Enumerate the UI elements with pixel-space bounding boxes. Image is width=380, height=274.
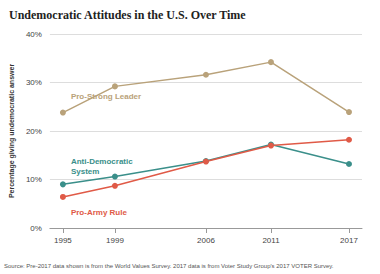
svg-text:30%: 30%	[26, 78, 42, 87]
svg-text:Percentage giving undemocratic: Percentage giving undemocratic answer	[8, 64, 16, 198]
svg-text:1995: 1995	[54, 236, 72, 245]
svg-text:Undemocratic Attitudes in the: Undemocratic Attitudes in the U.S. Over …	[9, 8, 246, 22]
svg-text:Pro-Strong Leader: Pro-Strong Leader	[71, 92, 141, 101]
svg-text:20%: 20%	[26, 127, 42, 136]
svg-text:2006: 2006	[197, 236, 215, 245]
svg-text:Source: Pre-2017 data shown is: Source: Pre-2017 data shown is from the …	[4, 263, 334, 269]
svg-text:Anti-Democratic: Anti-Democratic	[71, 157, 135, 166]
svg-text:10%: 10%	[26, 175, 42, 184]
svg-text:System: System	[71, 167, 99, 176]
svg-text:0%: 0%	[30, 224, 42, 233]
svg-text:2011: 2011	[262, 236, 280, 245]
svg-text:40%: 40%	[26, 30, 42, 39]
svg-text:2017: 2017	[340, 236, 358, 245]
svg-text:1999: 1999	[106, 236, 124, 245]
svg-text:Pro-Army Rule: Pro-Army Rule	[71, 208, 128, 217]
